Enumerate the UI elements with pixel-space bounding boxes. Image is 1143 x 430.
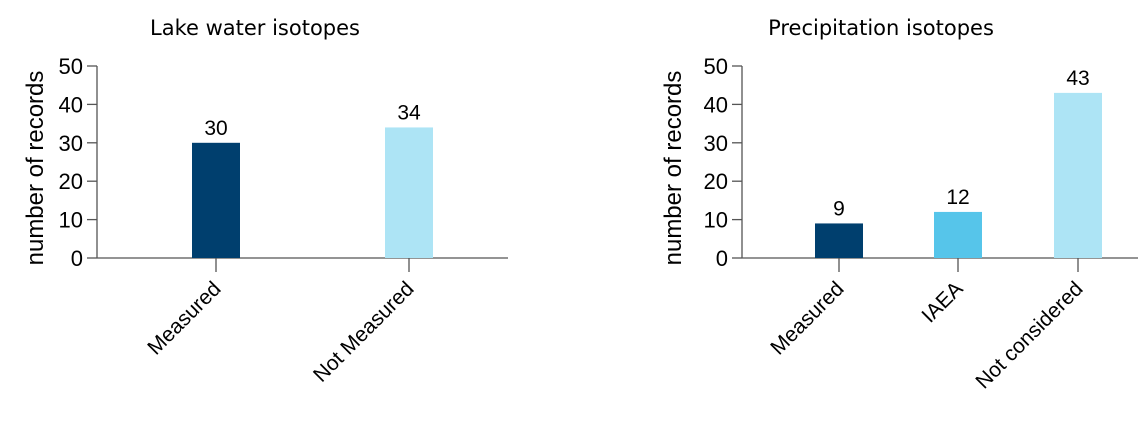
chart-title: Precipitation isotopes (768, 16, 994, 40)
y-tick-label: 0 (716, 246, 728, 271)
y-tick-label: 20 (704, 169, 728, 194)
data-label: 34 (397, 101, 421, 124)
y-tick-label: 40 (59, 92, 83, 117)
category-label: Not Measured (309, 277, 419, 387)
bar (385, 127, 433, 258)
bar (192, 142, 240, 258)
data-label: 12 (946, 186, 969, 209)
y-axis-label: number of records (660, 71, 687, 266)
y-tick-label: 10 (704, 208, 728, 233)
category-label: IAEA (917, 277, 967, 327)
lake-water-chart: Lake water isotopes number of records 0 1… (22, 16, 508, 387)
category-label: Measured (766, 277, 848, 359)
y-tick-label: 50 (59, 54, 83, 79)
data-label: 30 (204, 117, 227, 140)
y-tick-label: 50 (704, 54, 728, 79)
y-tick-label: 30 (59, 131, 83, 156)
bar (1054, 92, 1102, 258)
bar (815, 223, 863, 258)
category-label: Measured (143, 277, 225, 359)
y-tick-label: 10 (59, 208, 83, 233)
precipitation-chart: Precipitation isotopes number of records… (660, 16, 1138, 393)
data-label: 9 (833, 197, 845, 220)
y-tick-label: 0 (71, 246, 83, 271)
chart-title: Lake water isotopes (150, 16, 360, 40)
y-tick-label: 40 (704, 92, 728, 117)
bar (934, 211, 982, 258)
y-axis-label: number of records (22, 71, 49, 266)
y-tick-label: 20 (59, 169, 83, 194)
data-label: 43 (1066, 67, 1089, 90)
category-label: Not considered (971, 277, 1087, 393)
y-tick-label: 30 (704, 131, 728, 156)
